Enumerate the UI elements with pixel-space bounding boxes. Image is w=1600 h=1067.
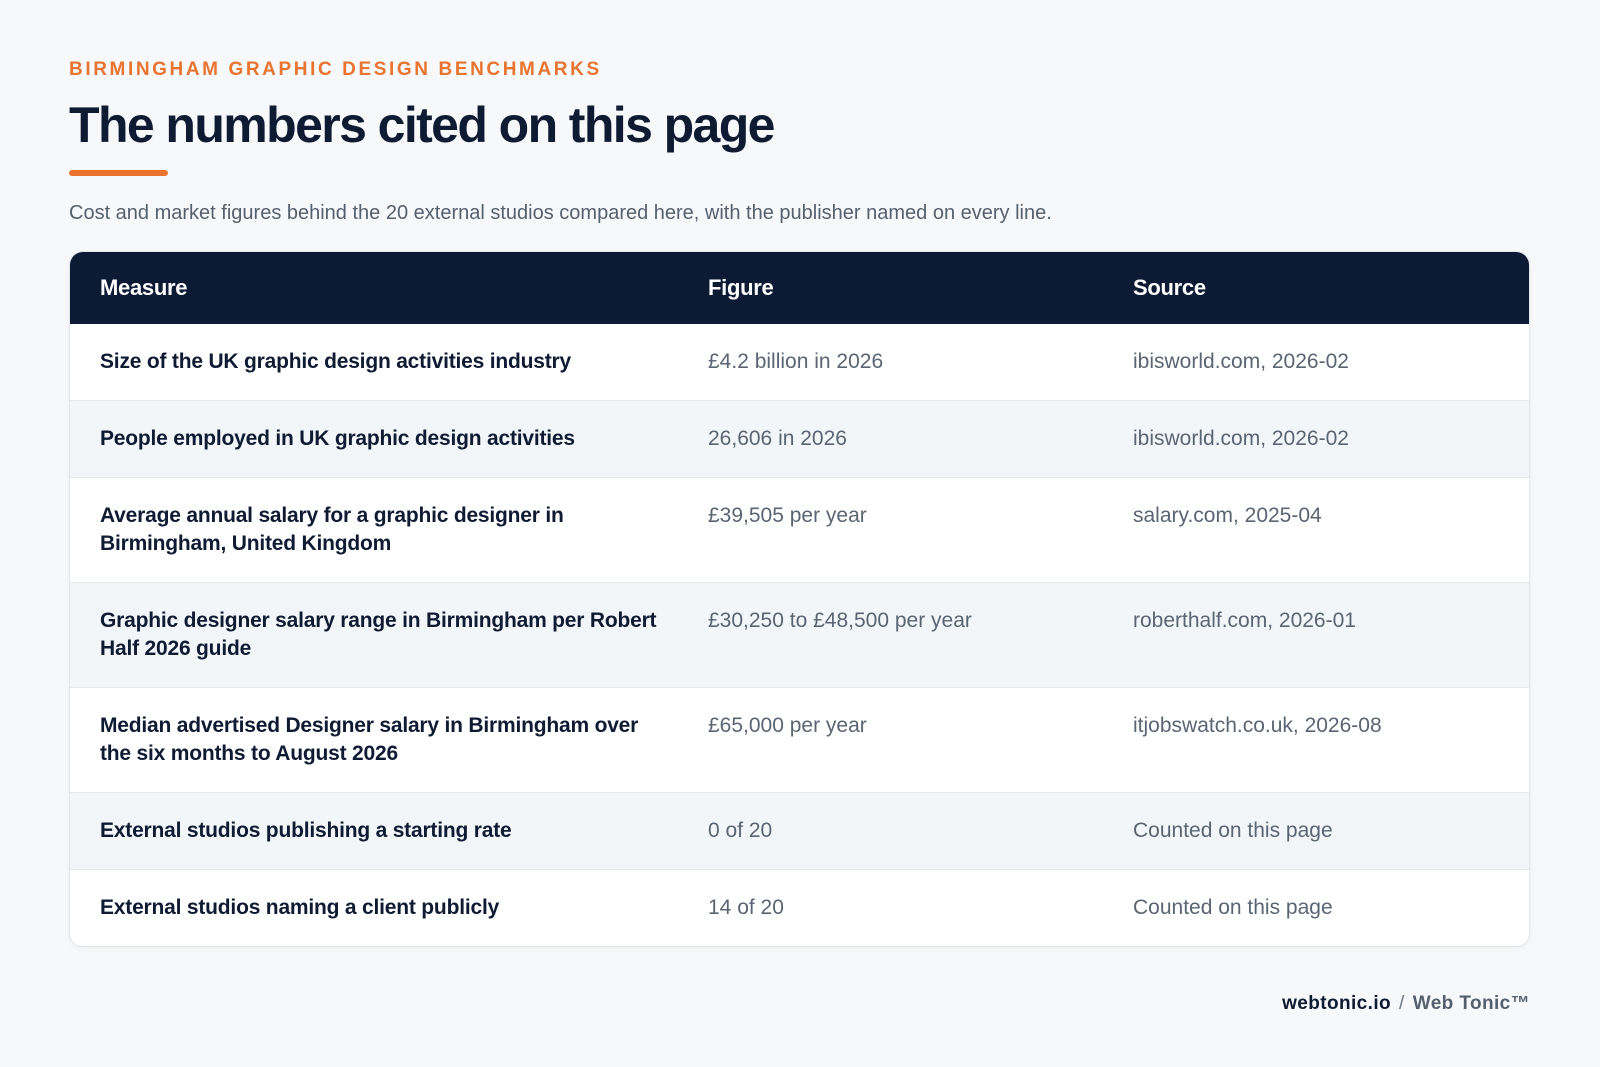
table-header: Measure Figure Source [70, 252, 1529, 324]
cell-measure: External studios publishing a starting r… [70, 792, 678, 870]
table-header-row: Measure Figure Source [70, 252, 1529, 324]
cell-source: ibisworld.com, 2026-02 [1103, 400, 1529, 478]
cell-source: Counted on this page [1103, 869, 1529, 946]
cell-measure: Graphic designer salary range in Birming… [70, 582, 678, 688]
cell-measure: Average annual salary for a graphic desi… [70, 477, 678, 583]
cell-source: itjobswatch.co.uk, 2026-08 [1103, 687, 1529, 793]
footer-brand: Web Tonic™ [1412, 993, 1530, 1014]
table-row: Median advertised Designer salary in Bir… [70, 687, 1529, 793]
cell-figure: £30,250 to £48,500 per year [678, 582, 1103, 688]
column-header-source: Source [1103, 252, 1529, 324]
cell-measure: Median advertised Designer salary in Bir… [70, 687, 678, 793]
eyebrow-label: BIRMINGHAM GRAPHIC DESIGN BENCHMARKS [69, 59, 602, 80]
cell-figure: 14 of 20 [678, 869, 1103, 946]
footer-credit: webtonic.io / Web Tonic™ [1282, 992, 1530, 1016]
table-row: Average annual salary for a graphic desi… [70, 477, 1529, 583]
table-row: People employed in UK graphic design act… [70, 400, 1529, 478]
cell-source: roberthalf.com, 2026-01 [1103, 582, 1529, 688]
benchmarks-table: Measure Figure Source Size of the UK gra… [70, 252, 1529, 946]
page-title: The numbers cited on this page [69, 97, 775, 153]
cell-figure: 26,606 in 2026 [678, 400, 1103, 478]
table-body: Size of the UK graphic design activities… [70, 324, 1529, 946]
cell-source: Counted on this page [1103, 792, 1529, 870]
cell-measure: Size of the UK graphic design activities… [70, 324, 678, 401]
table-row: External studios naming a client publicl… [70, 869, 1529, 946]
column-header-figure: Figure [678, 252, 1103, 324]
page-subtitle: Cost and market figures behind the 20 ex… [69, 202, 1052, 224]
title-accent-bar [69, 170, 168, 176]
table-row: Graphic designer salary range in Birming… [70, 582, 1529, 688]
table-row: External studios publishing a starting r… [70, 792, 1529, 870]
cell-figure: £65,000 per year [678, 687, 1103, 793]
footer-separator: / [1399, 993, 1405, 1014]
cell-figure: £39,505 per year [678, 477, 1103, 583]
cell-measure: People employed in UK graphic design act… [70, 400, 678, 478]
cell-figure: 0 of 20 [678, 792, 1103, 870]
table-row: Size of the UK graphic design activities… [70, 324, 1529, 401]
column-header-measure: Measure [70, 252, 678, 324]
cell-source: salary.com, 2025-04 [1103, 477, 1529, 583]
benchmarks-table-card: Measure Figure Source Size of the UK gra… [69, 251, 1530, 947]
cell-measure: External studios naming a client publicl… [70, 869, 678, 946]
cell-figure: £4.2 billion in 2026 [678, 324, 1103, 401]
cell-source: ibisworld.com, 2026-02 [1103, 324, 1529, 401]
footer-domain: webtonic.io [1282, 993, 1392, 1014]
